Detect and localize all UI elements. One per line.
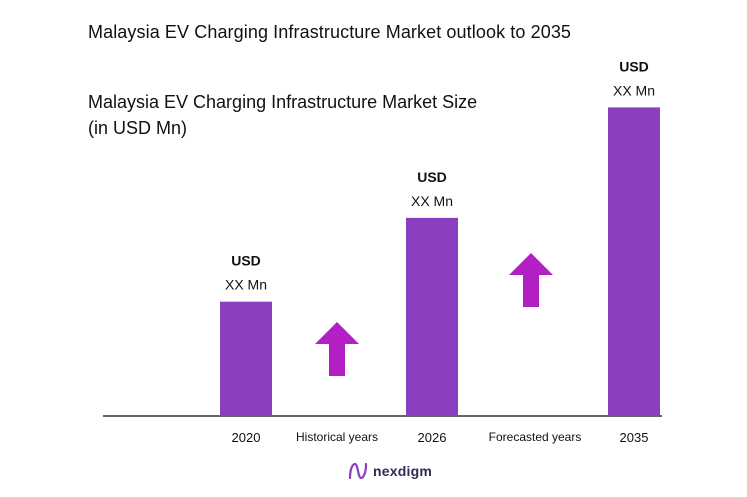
period-label-1: Historical years [296, 430, 378, 444]
period-label-2: Forecasted years [489, 430, 582, 444]
growth-arrow-icon [509, 253, 553, 307]
x-tick-label-2035: 2035 [620, 430, 649, 445]
chart-subtitle: Malaysia EV Charging Infrastructure Mark… [88, 89, 477, 141]
brand-name: nexdigm [373, 463, 432, 479]
data-label-unit-2026: USD [417, 169, 447, 185]
data-label-value-2020: XX Mn [225, 277, 267, 293]
data-label-unit-2035: USD [619, 58, 649, 74]
chart-title: Malaysia EV Charging Infrastructure Mark… [88, 22, 572, 42]
nexdigm-logo-icon [348, 462, 368, 480]
data-label-value-2035: XX Mn [613, 82, 655, 98]
subtitle-line-1: Malaysia EV Charging Infrastructure Mark… [88, 92, 478, 112]
bars-group [220, 107, 660, 416]
bar-2035 [608, 107, 660, 416]
brand-logo: nexdigm [347, 462, 432, 480]
data-label-value-2026: XX Mn [411, 193, 453, 209]
subtitle-line-2: (in USD Mn) [88, 118, 188, 138]
bar-2026 [406, 217, 458, 416]
x-tick-label-2020: 2020 [232, 430, 261, 445]
data-label-unit-2020: USD [231, 253, 261, 269]
x-tick-label-2026: 2026 [418, 430, 447, 445]
growth-arrows-group [315, 253, 553, 376]
labels-group: USD XX Mn 2020 USD XX Mn 2026 USD XX Mn 2035 Hist… [225, 58, 655, 445]
bar-2020 [220, 301, 272, 416]
growth-arrow-icon [315, 322, 359, 376]
